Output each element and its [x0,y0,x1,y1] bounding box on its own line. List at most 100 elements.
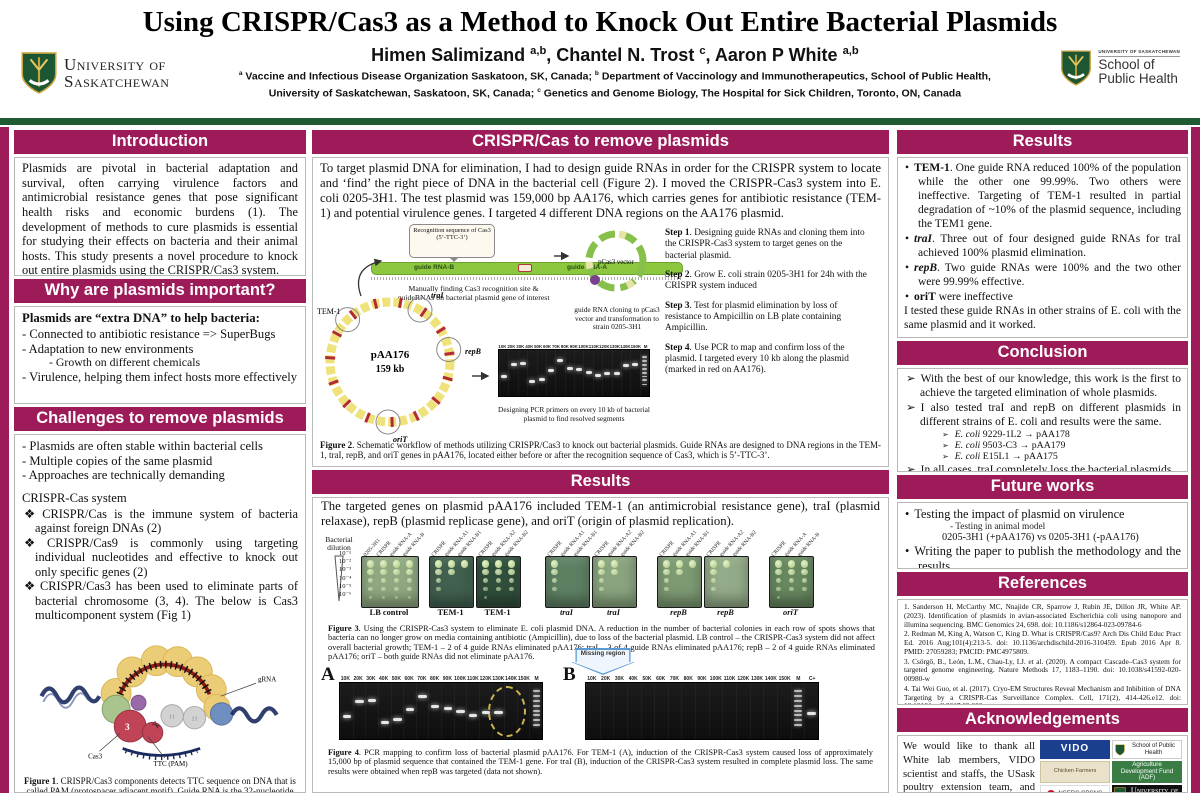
step-4: Step 4. Use PCR to map and confirm loss … [665,343,871,377]
plasmid-target-tick [444,351,455,356]
colony-dot [406,577,413,584]
future-item-2-text: Writing the paper to publish the methodo… [914,544,1181,569]
dna-band [613,372,620,376]
gel-photo [498,348,650,397]
results-intro-text: The targeted genes on plasmid pAA176 inc… [321,499,880,528]
section-header-crispr-remove: CRISPR/Cas to remove plasmids [312,130,889,154]
dna-band [585,370,592,374]
bullet-icon: • [905,162,910,174]
nserc-logo-text: NSERC CRSNG [1058,791,1102,792]
gel-lane [517,349,527,396]
result-item-orit: • oriT were ineffective [905,290,1181,304]
plasmid-red-ticks [325,297,455,427]
colony-dot [508,577,515,584]
strain-3-plasmid: E15L1 → pAA175 [980,451,1058,463]
author-1-sup: a,b [530,45,547,58]
step-2-label: Step 2 [665,269,690,280]
gel-lane-label: 110K [723,676,736,682]
colony-dot [434,560,443,568]
plate-label: LB control [369,608,409,617]
spot-plate-photo [429,556,474,608]
pcas3-vector-label: pCas3 vector [598,259,634,266]
gel-lane [352,683,366,739]
gel-lane-label: 120K [737,676,750,682]
colony-dot [775,569,782,576]
gel-lane [377,683,391,739]
missing-region-label: Missing region [572,649,634,674]
future-item-1-text: Testing the impact of plasmid on virulen… [914,507,1125,521]
crispr-bullet-2: ❖ CRISPR/Cas9 is commonly using targeting… [24,536,298,580]
gel-lane-label: 120K [599,343,610,349]
future-works-panel: • Testing the impact of plasmid on virule… [897,502,1188,569]
dna-band [393,717,402,721]
step-3-text: . Test for plasmid elimination by loss o… [665,300,842,334]
affil-text-b: Department of Vaccinology and Immunother… [598,70,991,83]
conclusion-item-1-text: With the best of our knowledge, this wor… [920,373,1181,400]
colony-dot [611,569,618,576]
gel-lane-label: 30K [366,676,376,682]
strain-1-species: E. coli [954,429,981,441]
author-1: Himen Salimizand [371,45,531,66]
dilution-legend-label: Bacterial dilution [325,535,353,553]
orit-result-gene: oriT [914,291,936,304]
ladder-band [794,690,802,693]
figure4-caption: Figure 4. PCR mapping to confirm loss of… [328,748,873,776]
missing-region-ellipse [488,686,526,738]
colony-dot [366,560,375,568]
figure2-pcr-gel: 10K 20K 30K 40K 50K 60K 70K 80K 90K 100K 110K 120K 1… [498,344,650,397]
dna-band [807,712,817,716]
cas11-subunit-number: 11 [191,715,197,722]
conclusion-item-3: ➢ In all cases, traI completely loss the … [906,463,1181,471]
nserc-logo: NSERC CRSNG [1040,784,1110,792]
colony-dot [405,560,414,568]
colony-dot [368,595,373,599]
figure2-caption-text: . Schematic workflow of methods utilizin… [320,439,881,461]
dna-band [566,367,573,371]
gel-lane-label: 130K [751,676,764,682]
gel-lane [708,683,723,739]
why-item-3: - Virulence, helping them infect hosts m… [22,369,298,384]
dna-band [443,706,452,710]
spot-plate: CRISPR guide RNA-A2 guide RNA-B2 TEM-1 [476,529,530,619]
figure1-illustration: 3 11 11 ✂ Cas3 TTC (PAM) gRNA [15,629,305,774]
dna-band [481,711,490,714]
challenge-item-3: - Approaches are technically demanding [22,468,225,483]
tem1-result-gene: TEM-1 [914,162,950,174]
plate-column-labels: CRISPR guide RNA-A1 guide RNA-B1 [545,529,599,558]
why-item-2-sub: - Growth on different chemicals [49,355,201,370]
gel-lane-label: 110K [588,343,600,349]
gel-lane-label: 10K [498,343,507,349]
section-header-challenges: Challenges to remove plasmids [14,407,306,431]
vido-logo: VIDO [1040,740,1110,759]
reference-item: 4. Tai Wei Guo, et al. (2017). Cryo-EM S… [904,683,1181,704]
author-2-sup: c [699,45,706,58]
dna-band [405,708,415,712]
spot-plate-photo [704,556,749,608]
colony-dot [482,569,489,576]
gel-lane [529,683,542,739]
colony-dot [662,560,671,568]
sph-shield-icon [1061,50,1092,86]
gel-lane-label: 10K [340,676,350,682]
cloning-text: guide RNA cloning to pCas3 vector and tr… [574,304,660,332]
dna-band [380,721,389,725]
gel-lane [340,683,353,739]
gel-lane [536,349,546,396]
colony-dot [551,577,558,584]
tem1-gene-label: TEM-1 [317,307,341,316]
dna-band [342,715,351,719]
gel-lane-label: 40K [525,343,534,349]
results-footer-text: I tested these guide RNAs in other strai… [904,305,1181,332]
dna-band [355,699,364,703]
gel-lane-label: 30K [516,343,525,349]
manual-finding-text: Manually finding Cas3 recognition site &… [397,283,550,303]
cas3-recognition-callout: Recognition sequence of Cas3 (5’-TTC-3’) [409,223,495,262]
ladder-band [794,705,802,708]
colony-dot [788,569,795,576]
gel-lane-label: 30K [614,676,624,682]
ladder-band [794,700,802,703]
bullet-icon: • [905,233,910,246]
ladder-band [642,364,648,366]
colony-dot [711,586,716,592]
gel-lane [639,349,649,396]
